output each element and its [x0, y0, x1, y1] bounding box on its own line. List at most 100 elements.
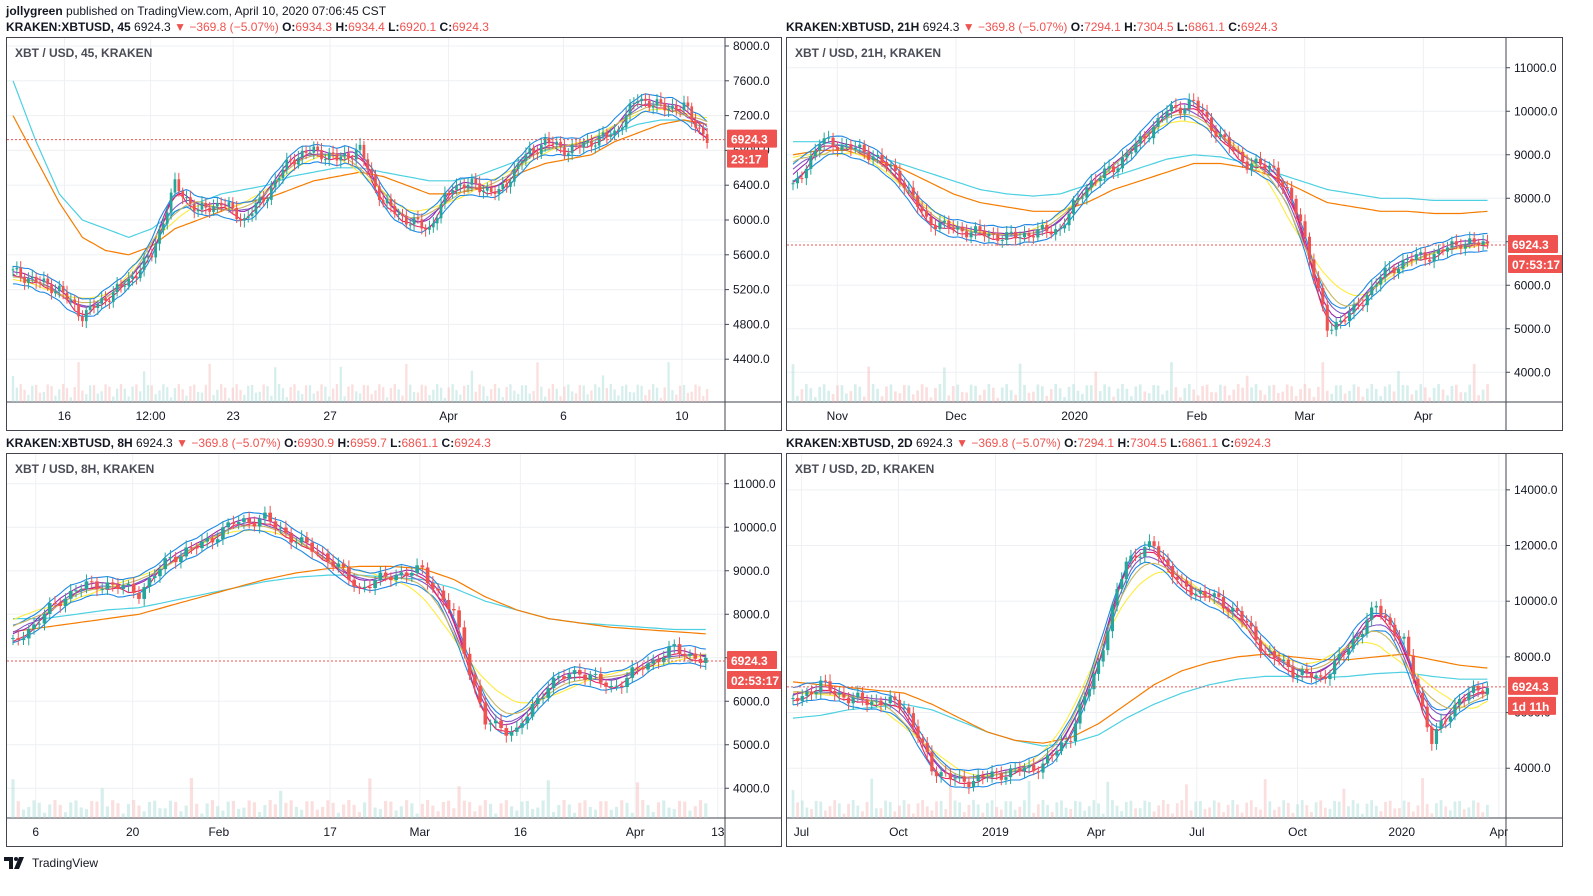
candle-body [1180, 579, 1184, 581]
footer-brand[interactable]: TradingView [32, 856, 99, 870]
candle-body [659, 99, 663, 104]
tradingview-logo-icon[interactable] [4, 857, 28, 869]
symbol-name[interactable]: KRAKEN:XBTUSD, 2D [786, 436, 913, 450]
candle-body [562, 676, 566, 679]
volume-bar [916, 803, 920, 818]
candle-body [1291, 667, 1295, 678]
volume-bar [1072, 384, 1075, 402]
x-tick-label: Oct [1288, 825, 1307, 839]
candle-body [254, 203, 258, 214]
volume-bar [16, 801, 20, 818]
candle-body [978, 226, 982, 231]
candle-body [1434, 728, 1439, 744]
x-tick-label: Jul [1189, 825, 1204, 839]
volume-bar [1205, 384, 1209, 402]
candle-body [131, 276, 134, 279]
volume-bar [38, 392, 42, 402]
candle-body [1156, 118, 1160, 127]
chart-svg[interactable]: Nov Dec 2020 Feb Mar Apr 11000.0 10000.0 9000.0 8… [787, 38, 1562, 430]
volume-bar [189, 778, 194, 818]
symbol-name[interactable]: KRAKEN:XBTUSD, 21H [786, 20, 920, 34]
candle-body [1471, 685, 1476, 693]
volume-bar [1388, 384, 1391, 402]
volume-bar [389, 388, 393, 402]
candle-body [1205, 111, 1209, 118]
volume-bar [648, 389, 651, 402]
chart-frame[interactable]: 1612:002327Apr6108000.07600.07200.06800.… [6, 37, 782, 431]
chart-svg[interactable]: 1612:002327Apr6108000.07600.07200.06800.… [7, 38, 781, 430]
x-tick-label: 13 [711, 825, 725, 839]
volume-bar [1183, 387, 1187, 402]
volume-bar [455, 390, 458, 402]
candle-body [563, 146, 566, 156]
volume-bar [876, 388, 879, 402]
chart-frame[interactable]: Jul Oct 2019 Apr Jul Oct 2020 Apr 14000.0 12000.0… [786, 453, 1563, 847]
candle-body [588, 674, 593, 680]
volume-bar [1343, 393, 1347, 402]
candle-body [597, 135, 601, 146]
y-tick-label: 5200.0 [733, 283, 770, 297]
volume-bar [555, 388, 558, 402]
volume-bar [1339, 385, 1342, 402]
volume-bar [1282, 800, 1286, 818]
candle-body [701, 127, 705, 135]
chart-frame[interactable]: 6 20 Feb 17 Mar 16 Apr 13 11000.0 10000.0 9000.0 80… [6, 453, 782, 847]
candle-body [1330, 329, 1334, 331]
x-tick-label: 2020 [1388, 825, 1415, 839]
chart-svg[interactable]: 6 20 Feb 17 Mar 16 Apr 13 11000.0 10000.0 9000.0 80… [7, 454, 781, 846]
candle-body [258, 197, 262, 204]
volume-bar [551, 384, 555, 402]
symbol-name[interactable]: KRAKEN:XBTUSD, 8H [6, 436, 133, 450]
y-tick-label: 12000.0 [1514, 539, 1558, 553]
candle-body [976, 774, 980, 781]
volume-bar [1023, 800, 1026, 818]
symbol-name[interactable]: KRAKEN:XBTUSD, 45 [6, 20, 131, 34]
publisher-username[interactable]: jollygreen [6, 4, 63, 18]
candle-body [1147, 138, 1151, 140]
candle-body [489, 187, 493, 193]
candle-body [671, 105, 674, 109]
volume-bar [1045, 395, 1049, 402]
candle-body [1356, 304, 1360, 306]
chart-svg[interactable]: Jul Oct 2019 Apr Jul Oct 2020 Apr 14000.0 12000.0… [787, 454, 1562, 846]
x-tick-label: 16 [514, 825, 528, 839]
volume-bar [266, 386, 269, 402]
down-arrow-icon: ▼ [174, 20, 186, 34]
volume-bar [1458, 800, 1461, 818]
candle-body [1467, 692, 1471, 701]
volume-bar [605, 387, 609, 402]
y-tick-label: 7600.0 [733, 74, 770, 88]
volume-bar [1185, 784, 1188, 818]
chart-frame[interactable]: Nov Dec 2020 Feb Mar Apr 11000.0 10000.0 9000.0 8… [786, 37, 1563, 431]
candle-body [1036, 771, 1040, 773]
volume-bar [911, 394, 915, 402]
candle-body [933, 225, 938, 230]
volume-bar [671, 390, 674, 402]
volume-bar [1276, 392, 1280, 402]
volume-bar [1459, 392, 1463, 402]
volume-bar [284, 802, 288, 818]
candle-body [1295, 675, 1300, 678]
volume-bar [368, 778, 372, 818]
candle-body [285, 159, 289, 170]
candle-body [674, 105, 678, 110]
candle-body [1305, 669, 1309, 673]
down-arrow-icon: ▼ [962, 20, 975, 34]
high-value: 6934.4 [348, 20, 385, 34]
candle-body [111, 292, 115, 302]
candle-body [705, 134, 709, 144]
candle-body [304, 150, 308, 153]
volume-bar [1290, 386, 1293, 402]
volume-bar [61, 384, 65, 402]
open-label: O: [1064, 436, 1078, 450]
volume-bar [604, 801, 608, 818]
candle-body [535, 698, 540, 705]
volume-bar [1303, 384, 1307, 402]
candle-body [640, 667, 645, 670]
candle-body [362, 144, 366, 160]
volume-bar [1023, 384, 1026, 402]
volume-bar [1453, 801, 1457, 818]
low-label: L: [1170, 436, 1182, 450]
candle-body [1094, 180, 1098, 182]
candle-body [929, 216, 933, 226]
